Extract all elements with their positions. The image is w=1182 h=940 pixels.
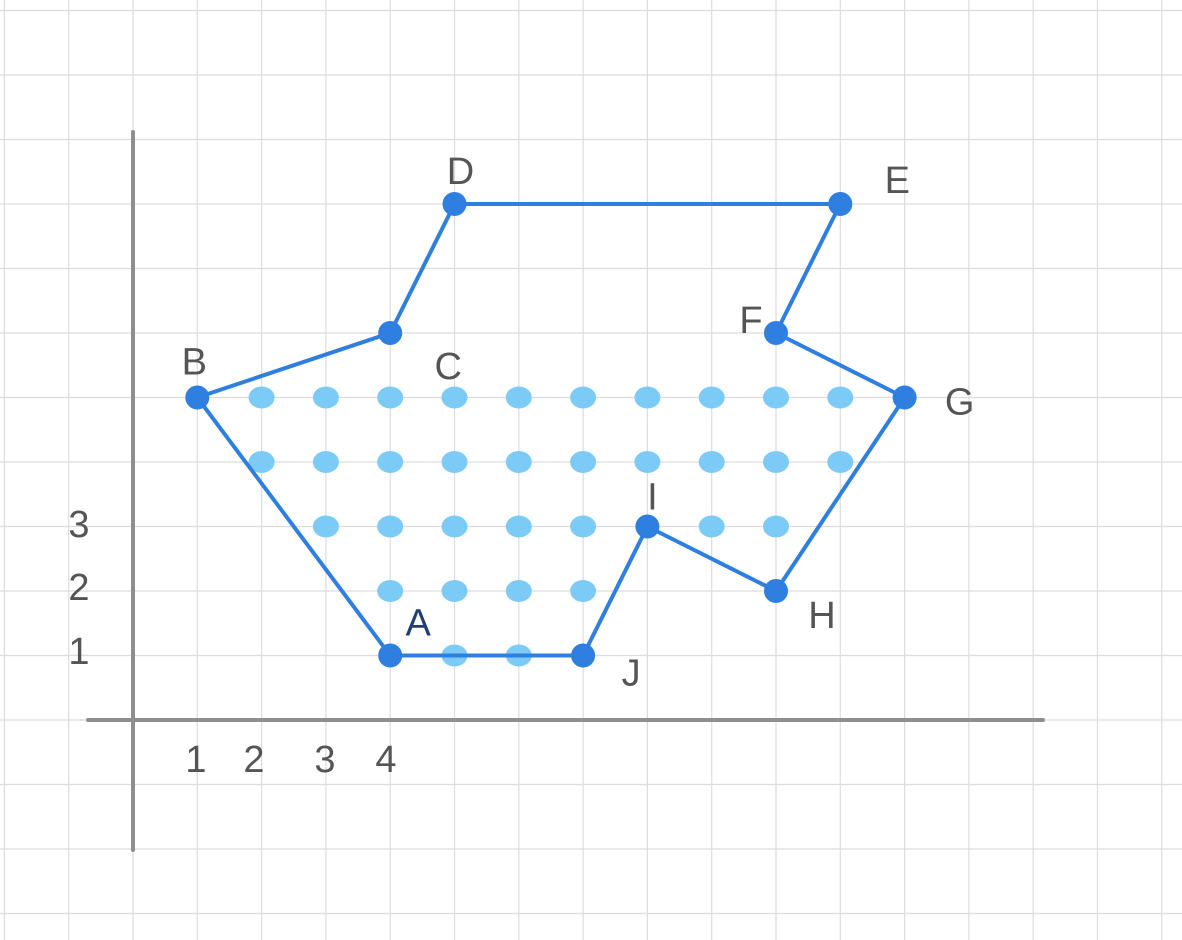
vertex-label-f: F — [739, 300, 762, 342]
interior-point — [441, 451, 468, 473]
interior-point — [312, 451, 339, 473]
interior-point — [505, 580, 532, 602]
interior-point — [634, 386, 661, 409]
interior-point — [377, 515, 404, 538]
interior-point — [698, 386, 725, 409]
interior-point — [377, 386, 404, 409]
vertex-label-c: C — [434, 346, 461, 388]
interior-point — [827, 386, 854, 409]
interior-point — [505, 451, 532, 473]
interior-point — [505, 386, 532, 409]
interior-point — [377, 580, 404, 602]
interior-point — [570, 386, 597, 409]
vertex-point-a — [378, 643, 403, 668]
vertex-label-d: D — [447, 151, 474, 193]
vertex-label-j: J — [622, 653, 641, 695]
vertex-point-f — [764, 321, 788, 345]
interior-point — [441, 386, 468, 409]
vertex-label-e: E — [885, 160, 910, 202]
interior-point — [312, 515, 339, 538]
interior-point — [570, 515, 597, 538]
axes — [86, 130, 1045, 852]
x-tick-label: 2 — [243, 739, 264, 781]
interior-point — [634, 451, 661, 473]
vertex-labels: A B C D E F G H I J — [182, 151, 975, 695]
interior-point — [377, 451, 404, 473]
vertex-point-b — [185, 385, 210, 410]
vertex-label-i: I — [647, 477, 658, 519]
vertex-label-h: H — [808, 595, 835, 637]
vertex-label-b: B — [182, 342, 207, 384]
x-tick-label: 1 — [185, 739, 206, 781]
interior-point — [763, 386, 789, 409]
vertex-label-a: A — [406, 603, 432, 645]
interior-point — [248, 386, 275, 409]
interior-point — [698, 451, 725, 473]
interior-point — [570, 451, 597, 473]
interior-point — [698, 515, 725, 538]
interior-point — [763, 451, 789, 473]
interior-point — [248, 451, 275, 473]
vertex-point-j — [571, 643, 596, 668]
interior-point — [441, 515, 468, 538]
interior-point — [827, 451, 854, 473]
y-tick-label: 1 — [68, 631, 89, 673]
polygon-shape — [195, 202, 907, 658]
vertex-point-i — [635, 514, 660, 539]
vertex-point-c — [378, 321, 403, 345]
vertex-point-d — [442, 192, 467, 216]
polygon-outline — [195, 202, 907, 658]
x-tick-label: 4 — [375, 739, 396, 781]
vertex-point-h — [764, 579, 788, 603]
interior-point — [505, 515, 532, 538]
vertex-point-g — [892, 385, 917, 410]
vertex-point-e — [828, 192, 853, 216]
x-tick-label: 3 — [314, 739, 335, 781]
interior-lattice-points — [248, 386, 854, 667]
y-tick-label: 2 — [68, 567, 89, 609]
interior-point — [441, 580, 468, 602]
interior-point — [312, 386, 339, 409]
y-tick-label: 3 — [68, 504, 89, 546]
vertex-label-g: G — [945, 382, 975, 424]
polygon-vertices — [185, 192, 917, 668]
interior-point — [763, 515, 789, 538]
interior-point — [570, 580, 597, 602]
